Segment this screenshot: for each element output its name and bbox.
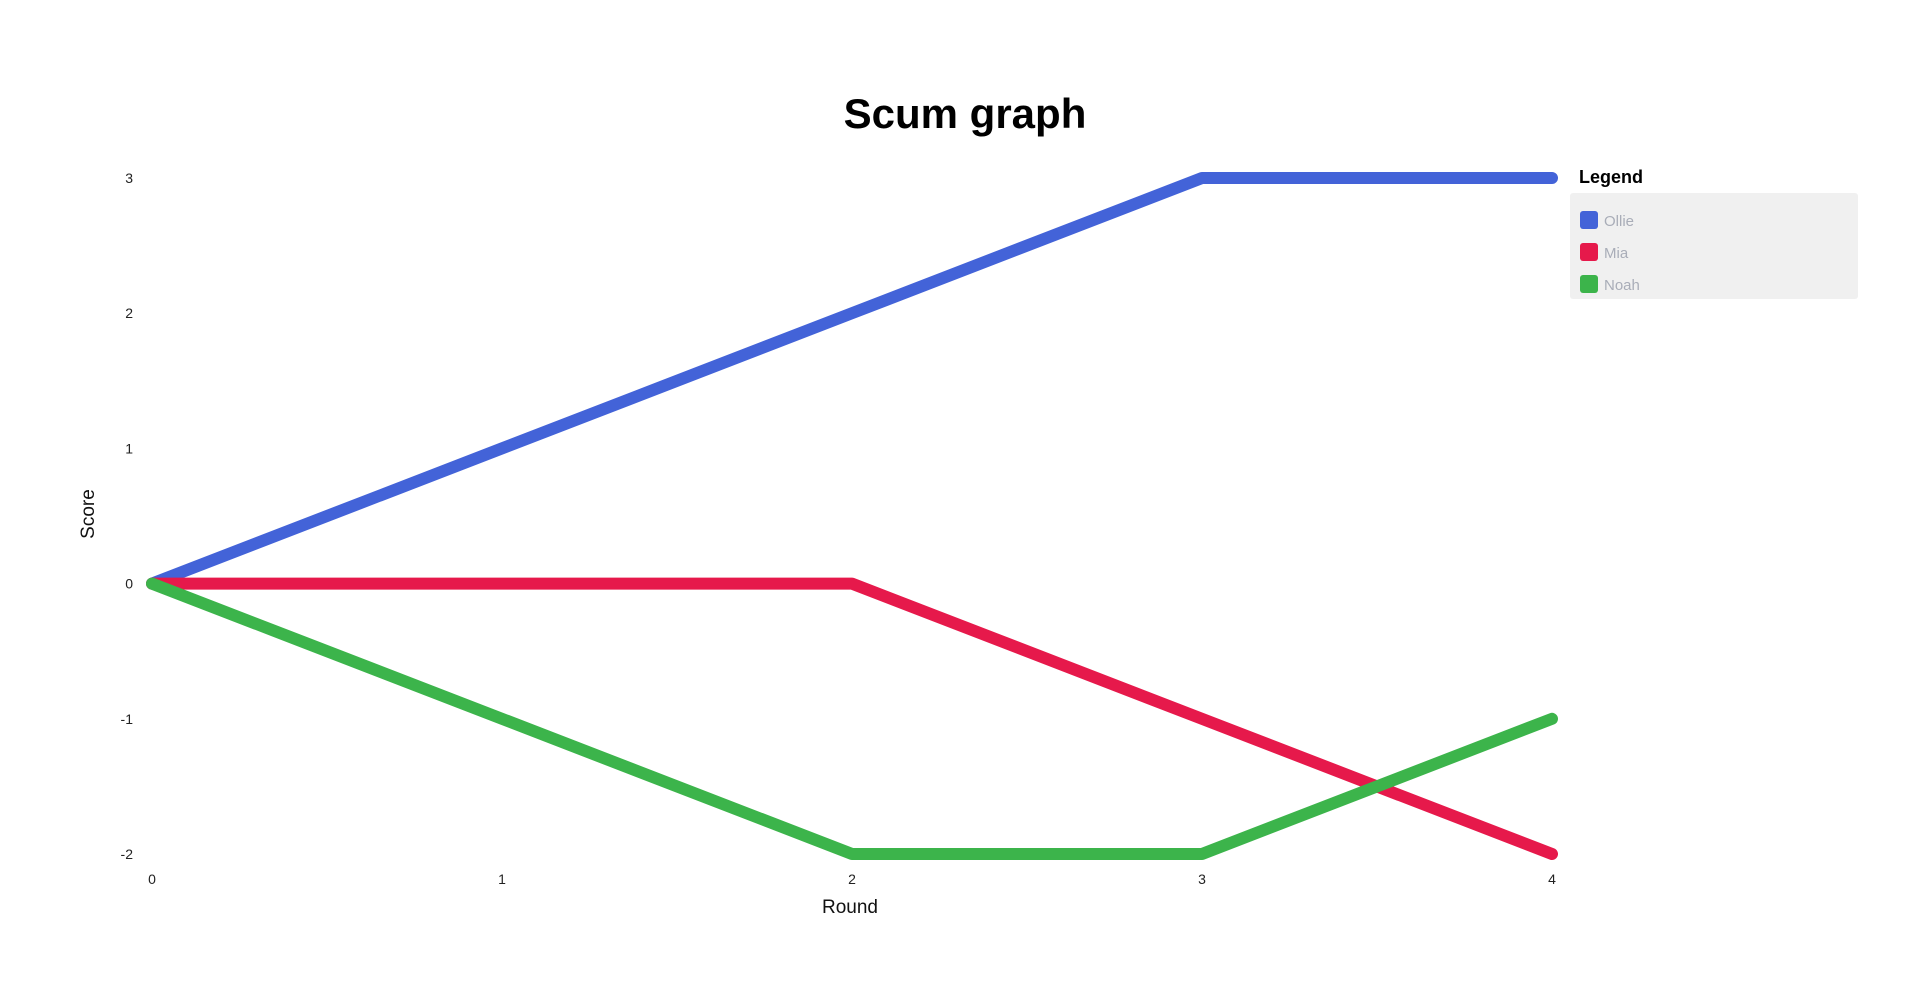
x-tick-label: 4 [1548,871,1556,887]
legend-swatch-mia [1580,243,1598,261]
legend-swatch-ollie [1580,211,1598,229]
legend-items: Ollie Mia Noah [1580,211,1640,294]
x-tick-label: 1 [498,871,506,887]
x-axis-ticks: 0 1 2 3 4 [148,871,1556,887]
legend-label-ollie: Ollie [1604,213,1634,230]
legend-swatch-noah [1580,275,1598,293]
y-tick-label: 0 [125,576,133,592]
legend-title: Legend [1579,167,1643,187]
series-line-noah [146,577,1558,860]
y-tick-label: -1 [121,711,134,727]
y-tick-label: 2 [125,305,133,321]
series-line-ollie [146,172,1558,590]
series-lines [146,172,1558,860]
x-tick-label: 0 [148,871,156,887]
y-tick-label: -2 [121,846,134,862]
x-tick-label: 3 [1198,871,1206,887]
y-tick-label: 3 [125,170,133,186]
legend-label-mia: Mia [1604,245,1629,262]
y-tick-label: 1 [125,440,133,456]
chart-title: Scum graph [844,90,1087,137]
y-axis-ticks: 3 2 1 0 -1 -2 [121,170,134,862]
x-axis-label: Round [822,897,878,918]
series-line-mia [146,577,1558,860]
legend-box [1570,193,1858,299]
legend: Legend Ollie Mia Noah [1570,167,1858,299]
x-tick-label: 2 [848,871,856,887]
y-axis-label: Score [78,489,99,539]
legend-label-noah: Noah [1604,277,1640,294]
